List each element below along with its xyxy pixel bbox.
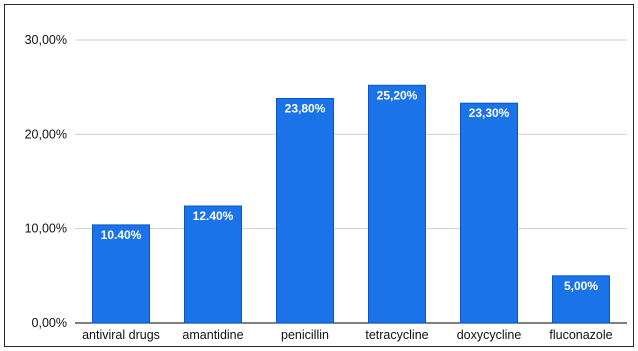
y-tick-label: 30,00%	[25, 33, 67, 47]
bar-antiviral-drugs	[92, 224, 150, 324]
x-category-label: fluconazole	[549, 328, 612, 342]
y-tick-label: 20,00%	[25, 127, 67, 141]
y-tick-label: 10,00%	[25, 222, 67, 236]
x-category-label: antiviral drugs	[82, 328, 160, 342]
x-category-label: penicillin	[281, 328, 329, 342]
bar-doxycycline	[460, 102, 518, 324]
bar-chart: 0,00% 10,00% 20,00% 30,00% 10.40% antiviral d…	[25, 33, 627, 342]
data-label: 23,30%	[469, 106, 510, 120]
x-category-label: tetracycline	[365, 328, 428, 342]
grid-layer	[75, 39, 627, 324]
bar-tetracycline	[368, 84, 426, 324]
bar-fluconazole	[552, 275, 610, 324]
data-label: 23,80%	[285, 101, 326, 115]
label-layer: 0,00% 10,00% 20,00% 30,00% 10.40% antiviral d…	[25, 33, 613, 342]
data-label: 10.40%	[101, 228, 142, 242]
x-category-label: doxycycline	[457, 328, 522, 342]
bar-penicillin	[276, 97, 334, 324]
data-label: 5,00%	[564, 279, 598, 293]
x-category-label: amantidine	[182, 328, 243, 342]
data-label: 25,20%	[377, 88, 418, 102]
chart-frame: 0,00% 10,00% 20,00% 30,00% 10.40% antiviral d…	[4, 4, 634, 347]
bar-amantidine	[184, 205, 242, 324]
y-tick-label: 0,00%	[32, 316, 67, 330]
data-label: 12.40%	[193, 209, 234, 223]
bar-layer	[92, 84, 610, 324]
